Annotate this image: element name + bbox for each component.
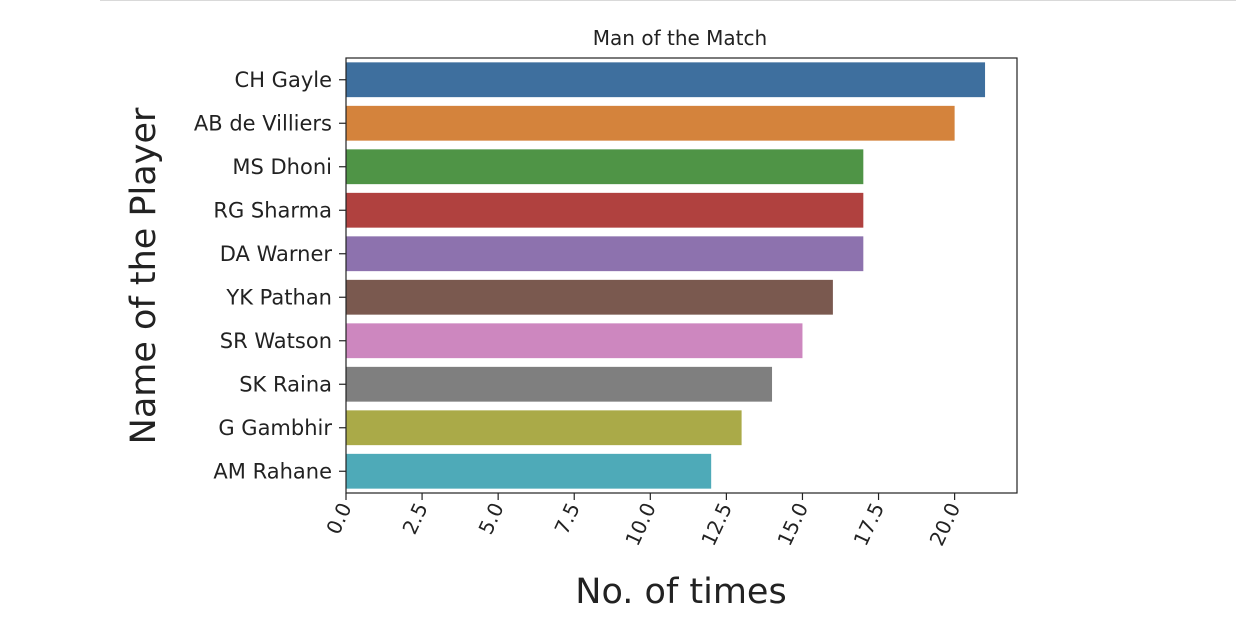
plot-frame [345, 57, 1018, 494]
x-axis-label: No. of times [575, 572, 786, 612]
bar-ch-gayle [346, 62, 986, 98]
bar-yk-pathan [346, 279, 833, 315]
y-tick-label: G Gambhir [218, 416, 332, 440]
x-tick-label: 20.0 [925, 499, 966, 550]
y-axis-label: Name of the Player [124, 107, 164, 444]
y-tick-label: SK Raina [239, 372, 332, 396]
bar-g-gambhir [346, 410, 742, 446]
bar-sk-raina [346, 366, 773, 402]
cell-divider [100, 0, 1236, 1]
y-tick-label: RG Sharma [213, 198, 332, 222]
x-tick-label: 0.0 [321, 499, 356, 538]
x-tick-label: 17.5 [849, 499, 890, 550]
y-tick-label: AB de Villiers [194, 111, 332, 135]
y-tick-label: AM Rahane [213, 459, 332, 483]
x-tick-label: 7.5 [550, 499, 585, 538]
bar-ab-de-villiers [346, 105, 955, 141]
x-tick-label: 15.0 [772, 499, 813, 550]
y-tick-label: SR Watson [220, 329, 332, 353]
y-tick-label: CH Gayle [235, 68, 332, 92]
y-tick-label: YK Pathan [225, 285, 332, 309]
bar-da-warner [346, 236, 864, 272]
bar-sr-watson [346, 323, 803, 359]
bar-am-rahane [346, 453, 712, 489]
x-tick-label: 2.5 [397, 499, 432, 538]
chart-title: Man of the Match [593, 26, 767, 50]
x-tick-label: 10.0 [620, 499, 661, 550]
y-tick-label: MS Dhoni [232, 155, 332, 179]
bar-rg-sharma [346, 192, 864, 228]
x-tick-label: 12.5 [696, 499, 737, 550]
x-tick-label: 5.0 [473, 499, 508, 538]
y-tick-label: DA Warner [220, 242, 333, 266]
bar-ms-dhoni [346, 149, 864, 185]
